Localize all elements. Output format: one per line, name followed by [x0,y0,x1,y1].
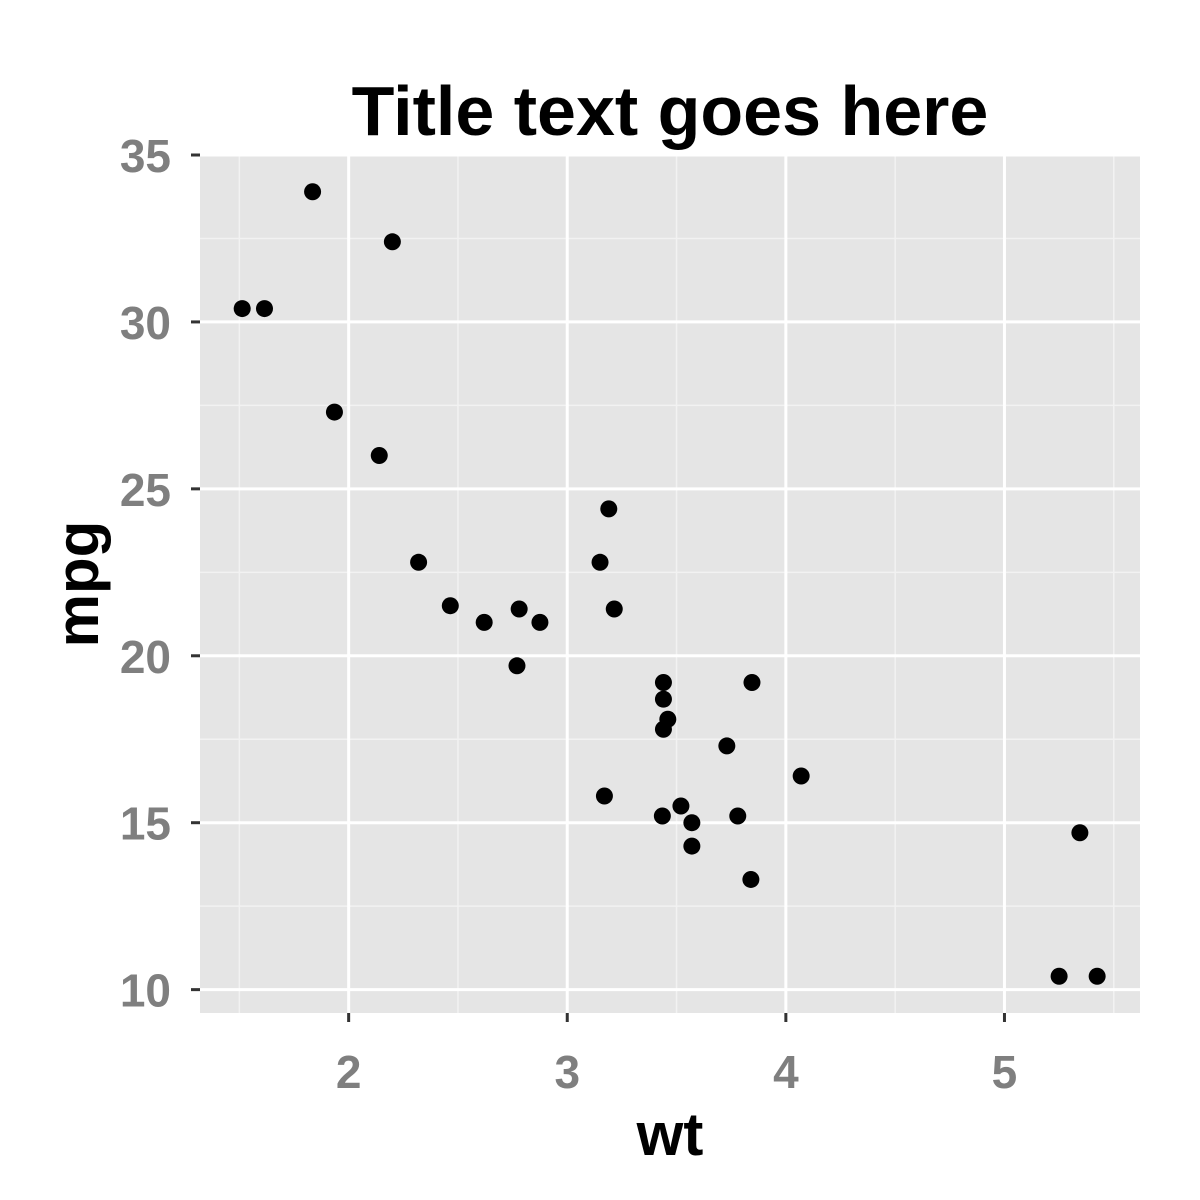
scatter-point [304,183,322,201]
scatter-point [672,797,690,815]
y-tick-label: 20 [120,631,171,683]
scatter-point [510,600,528,618]
y-tick-label: 30 [120,297,171,349]
y-tick-label: 10 [120,965,171,1017]
scatter-point [718,737,736,755]
axis-ticks: 2 3 4 5 10 15 20 25 30 35 [120,130,1017,1098]
scatter-point [1071,824,1089,842]
x-axis-title: wt [636,1101,704,1168]
chart-title: Title text goes here [352,72,989,150]
scatter-point [508,657,526,675]
scatter-point [683,814,701,832]
x-tick-label: 4 [773,1046,799,1098]
x-tick-label: 5 [992,1046,1018,1098]
y-tick-label: 25 [120,464,171,516]
y-axis-title: mpg [44,521,111,648]
scatter-point [743,673,761,691]
scatter-point [591,553,609,571]
scatter-point [729,807,747,825]
x-tick-label: 2 [336,1046,362,1098]
scatter-point [325,403,343,421]
scatter-point [683,837,701,855]
scatter-point [654,690,672,708]
scatter-point [792,767,810,785]
y-tick-label: 35 [120,130,171,182]
scatter-point [475,613,493,631]
scatter-point [1088,967,1106,985]
grid-lines [200,153,1140,1013]
scatter-point [595,787,613,805]
scatter-point [441,597,459,615]
y-tick-label: 15 [120,798,171,850]
scatter-point [653,807,671,825]
scatter-point [410,553,428,571]
scatter-point [600,500,618,518]
scatter-point [1050,967,1068,985]
data-points [233,183,1106,985]
scatter-point [233,300,251,318]
scatter-point [654,673,672,691]
scatter-point [605,600,623,618]
scatter-point [531,613,549,631]
x-tick-label: 3 [554,1046,580,1098]
scatter-point [654,720,672,738]
plot-panel [200,155,1140,1013]
scatter-point [742,870,760,888]
scatter-point [383,233,401,251]
scatter-point [255,300,273,318]
scatter-point [370,446,388,464]
